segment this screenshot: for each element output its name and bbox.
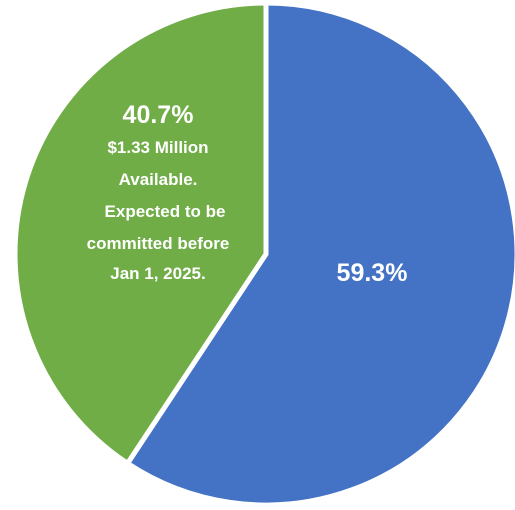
slice-note-line-3: Expected to be xyxy=(105,202,226,221)
pie-slice-40-7 xyxy=(12,0,269,467)
pie-labels: 59.3% 40.7% $1.33 Million Available. Exp… xyxy=(87,101,408,287)
slice-note-line-4: committed before xyxy=(87,234,230,253)
slice-note-line-1: $1.33 Million xyxy=(107,138,208,157)
slice-note-line-2: Available. xyxy=(119,170,198,189)
slice-label-59-3: 59.3% xyxy=(337,259,408,287)
pie-slices xyxy=(12,0,515,508)
slice-note-line-5: Jan 1, 2025. xyxy=(110,264,205,283)
pie-slice-59-3 xyxy=(124,0,515,508)
slice-label-40-7: 40.7% xyxy=(123,101,194,129)
